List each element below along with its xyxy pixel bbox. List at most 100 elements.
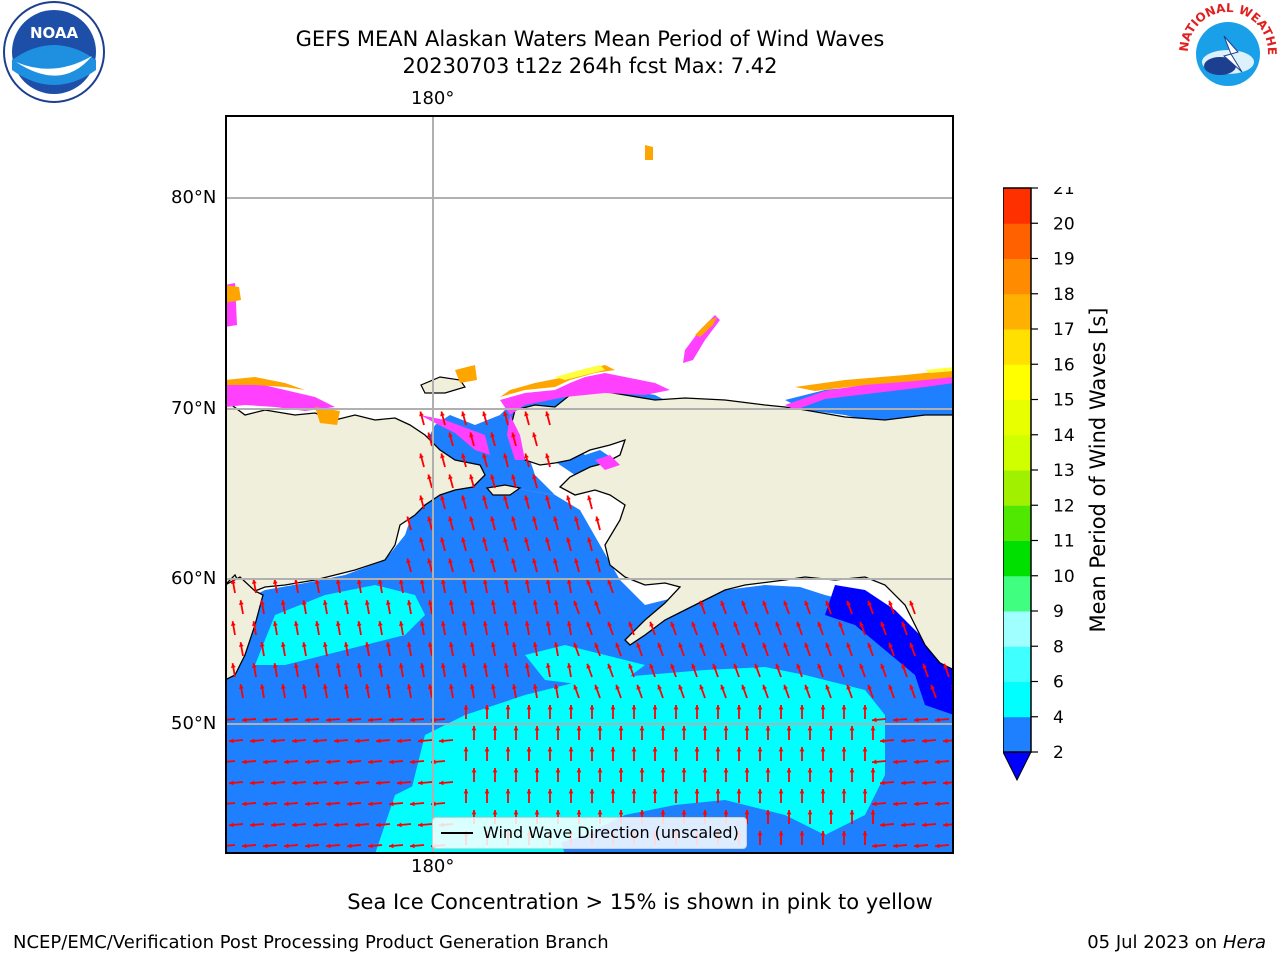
wind-wave-arrow-head: [757, 831, 763, 836]
wind-wave-arrow-head: [880, 663, 885, 669]
wind-wave-arrow-head: [615, 684, 620, 690]
wind-wave-arrow-head: [284, 843, 289, 849]
wind-wave-arrow-head: [484, 789, 490, 794]
wind-wave-arrow-head: [271, 780, 276, 786]
wind-wave-arrow-head: [440, 663, 446, 668]
wind-wave-arrow-head: [825, 642, 830, 648]
wind-wave-arrow-head: [610, 789, 616, 794]
legend-label: Wind Wave Direction (unscaled): [483, 823, 739, 842]
wind-wave-arrow-head: [547, 747, 553, 752]
wind-wave-arrow-head: [418, 780, 423, 786]
wind-wave-arrow-head: [807, 810, 813, 815]
wind-wave-arrow-head: [901, 663, 906, 669]
wind-wave-arrow-head: [490, 600, 496, 605]
wind-wave-arrows: [225, 411, 954, 849]
wind-wave-arrow-head: [469, 432, 474, 438]
wind-wave-arrow-head: [702, 768, 708, 773]
wind-wave-arrow-head: [469, 684, 475, 689]
colorbar-tick-label: 17: [1053, 320, 1075, 340]
wind-wave-arrow-head: [230, 579, 236, 584]
wind-wave-arrow-head: [250, 822, 255, 828]
wind-wave-arrow-head: [511, 432, 516, 438]
wind-wave-arrow-head: [872, 801, 877, 807]
wind-wave-arrow-head: [419, 621, 425, 626]
wind-wave-arrow-head: [673, 747, 679, 752]
wind-wave-arrow-head: [471, 726, 477, 731]
wind-wave-arrow-head: [576, 810, 582, 815]
wind-wave-arrow-head: [909, 642, 914, 648]
wind-wave-arrow-head: [720, 642, 725, 648]
wind-wave-arrow-head: [335, 663, 341, 668]
wind-wave-arrow-head: [922, 822, 927, 828]
wind-wave-arrow-head: [301, 600, 307, 605]
wind-wave-arrow-head: [867, 642, 872, 648]
wind-wave-arrow-head: [448, 684, 454, 689]
wind-wave-arrow-head: [880, 780, 885, 786]
noaa-logo-icon: NOAA: [3, 1, 105, 103]
wind-wave-arrow-head: [532, 642, 538, 647]
wind-wave-arrow-head: [631, 705, 637, 710]
wind-wave-arrow-head: [534, 768, 540, 773]
colorbar-segment: [1003, 716, 1031, 753]
wind-wave-arrow-head: [872, 759, 877, 765]
wind-wave-arrow-head: [862, 789, 868, 794]
footer-date: 05 Jul 2023 on Hera: [1087, 932, 1266, 953]
wind-wave-arrow-head: [469, 558, 474, 564]
wind-wave-arrow-head: [804, 642, 809, 648]
wind-wave-arrow-head: [678, 684, 683, 690]
wind-wave-arrow-head: [681, 768, 687, 773]
colorbar-tick-label: 10: [1053, 567, 1075, 587]
wind-wave-arrow-head: [385, 684, 391, 689]
wind-wave-arrow-head: [930, 684, 935, 690]
wind-wave-arrow-head: [238, 600, 244, 605]
wind-wave-arrow-head: [922, 738, 927, 744]
wind-wave-arrow-head: [628, 621, 633, 627]
wind-wave-arrow-head: [859, 663, 864, 669]
wind-wave-arrow-head: [553, 516, 558, 522]
wind-wave-arrow-head: [595, 516, 600, 522]
wind-wave-arrow-head: [461, 411, 466, 417]
wind-wave-arrow-head: [586, 663, 591, 669]
legend-line-swatch: [441, 832, 473, 834]
wind-wave-arrow-head: [702, 810, 708, 815]
wind-wave-arrow-head: [649, 621, 654, 627]
colorbar-tick-label: 9: [1053, 602, 1064, 622]
wind-wave-arrow-head: [870, 768, 876, 773]
wind-wave-arrow-head: [398, 663, 404, 668]
lat-label-70: 70°N: [171, 398, 217, 419]
wind-wave-arrow-head: [566, 663, 572, 668]
wind-wave-arrow-head: [870, 726, 876, 731]
wind-wave-arrow-head: [532, 600, 538, 605]
wind-wave-arrow-head: [490, 474, 495, 480]
chart-subtitle: 20230703 t12z 264h fcst Max: 7.42: [402, 54, 778, 78]
ocean-cyan-aleut: [525, 645, 645, 685]
wind-wave-arrow-head: [715, 747, 721, 752]
wind-wave-arrow-head: [418, 738, 423, 744]
wind-wave-arrow-head: [820, 705, 826, 710]
wind-wave-arrow-head: [314, 579, 320, 584]
wind-wave-arrow-head: [427, 516, 432, 522]
wind-wave-arrow-head: [566, 621, 572, 626]
wind-wave-arrow-head: [799, 789, 805, 794]
wind-wave-arrow-head: [545, 579, 551, 584]
wind-wave-arrow-head: [440, 453, 445, 459]
wind-wave-arrow-head: [888, 684, 893, 690]
wind-wave-arrow-head: [469, 600, 475, 605]
wind-wave-arrow-head: [657, 642, 662, 648]
wind-wave-arrow-head: [846, 600, 851, 606]
wind-wave-arrow-head: [368, 843, 373, 849]
sea-ice-note: Sea Ice Concentration > 15% is shown in …: [347, 890, 933, 914]
colorbar: 2 4 6 8 9 10 11 12 13 14 15 16 17 18 19 20 21: [1003, 187, 1075, 782]
wind-wave-arrow-head: [636, 684, 641, 690]
wind-wave-arrow-head: [305, 717, 310, 723]
wind-wave-arrow-head: [492, 810, 498, 815]
wind-wave-arrow-head: [660, 810, 666, 815]
colorbar-segment: [1003, 364, 1031, 400]
wind-wave-arrow-head: [553, 600, 559, 605]
wind-wave-arrow-head: [343, 684, 349, 689]
wind-wave-arrow-head: [657, 684, 662, 690]
wind-wave-arrow-head: [513, 810, 519, 815]
wind-wave-arrow-head: [242, 801, 247, 807]
wind-wave-arrow-head: [376, 738, 381, 744]
wind-wave-arrow-head: [355, 738, 360, 744]
